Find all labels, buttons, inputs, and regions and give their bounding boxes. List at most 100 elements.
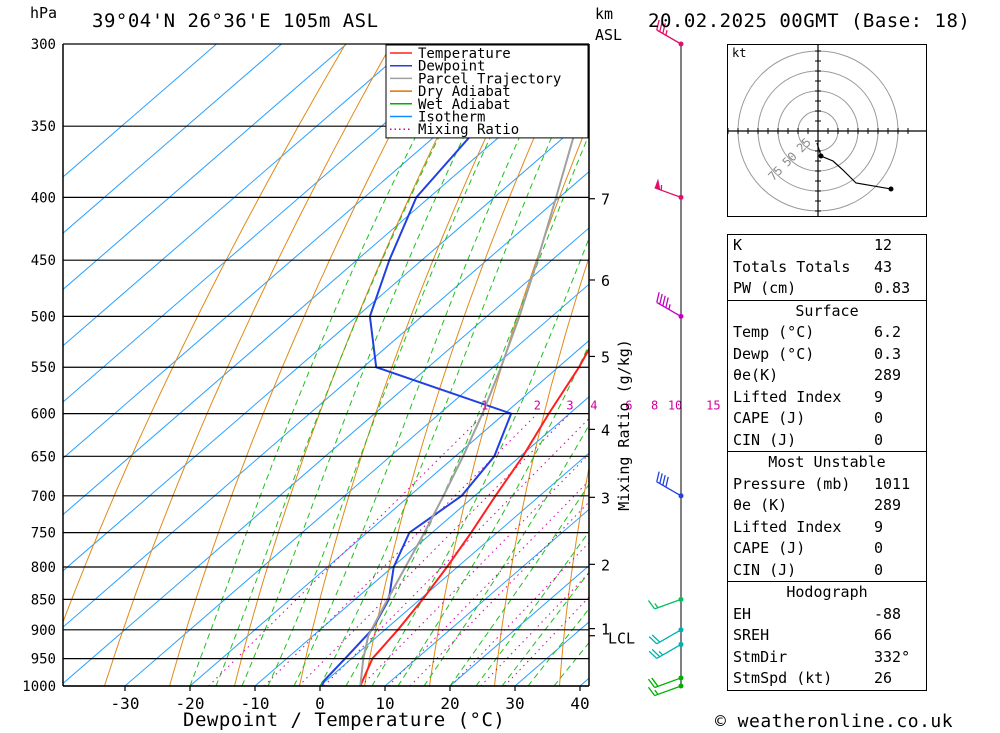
row-value: 6.2 — [874, 323, 902, 341]
km-tick-label: 5 — [601, 348, 610, 366]
mixing-ratio-label: 10 — [668, 399, 682, 413]
pressure-tick-label: 800 — [31, 560, 56, 576]
wet-adiabat-line — [189, 44, 464, 686]
row-value: 289 — [874, 496, 902, 514]
wind-barb — [648, 627, 684, 645]
row-label: SREH — [733, 626, 770, 644]
hodograph-stats-section: Hodograph EH -88 SREH 66 StmDir 332° StmSpd… — [728, 581, 926, 690]
km-tick-label: 2 — [601, 556, 610, 574]
wind-barb — [647, 596, 684, 610]
wind-barb — [656, 292, 684, 319]
pressure-tick-label: 650 — [31, 449, 56, 465]
series-temperature — [359, 347, 589, 686]
row-label: CAPE (J) — [733, 539, 806, 557]
hodo-row: EH -88 — [728, 604, 926, 626]
surface-title: Surface — [795, 301, 859, 320]
row-value: 1011 — [874, 474, 911, 493]
lcl-label: LCL — [608, 630, 635, 648]
mixing-ratio-label: 8 — [651, 399, 658, 413]
surface-row: CAPE (J) 0 — [728, 408, 926, 430]
km-tick-label: 6 — [601, 272, 610, 290]
isotherm-line — [63, 44, 477, 403]
wind-barb — [656, 19, 684, 47]
row-value: 0 — [874, 560, 884, 579]
pressure-unit-label: hPa — [30, 4, 58, 22]
wet-adiabat-line — [293, 44, 563, 686]
isotherm-line — [63, 227, 589, 685]
mixing-ratio-label: 3 — [566, 399, 573, 413]
legend-entry: Parcel Trajectory — [418, 71, 561, 87]
surface-row: Dewp (°C) 0.3 — [728, 344, 926, 366]
index-label: PW (cm) — [733, 279, 797, 297]
mixing-ratio-label: 6 — [625, 399, 632, 413]
isotherm-line — [63, 44, 542, 459]
index-value: 43 — [874, 257, 893, 276]
row-label: StmSpd (kt) — [733, 669, 833, 687]
mu-row: CIN (J) 0 — [728, 560, 926, 582]
pressure-tick-label: 950 — [31, 652, 56, 668]
index-label: Totals Totals — [733, 257, 851, 276]
mixing-ratio-axis-label: Mixing Ratio (g/kg) — [615, 339, 633, 511]
index-value: 0.83 — [874, 279, 911, 297]
dry-adiabat-line — [559, 465, 589, 686]
wet-adiabat-line — [319, 51, 589, 686]
pressure-tick-label: 850 — [31, 592, 56, 608]
legend-box — [385, 44, 589, 139]
isotherm-line — [254, 396, 589, 686]
hodo-row: StmDir 332° — [728, 647, 926, 669]
legend-entry: Temperature — [418, 46, 511, 62]
mixing-ratio-line — [298, 413, 571, 686]
mixing-ratio-line — [323, 417, 589, 686]
row-value: 26 — [874, 669, 893, 687]
surface-row: θe(K) 289 — [728, 365, 926, 387]
pressure-tick-label: 400 — [31, 190, 56, 206]
row-label: Lifted Index — [733, 387, 842, 406]
row-value: -88 — [874, 604, 902, 623]
pressure-tick-label: 450 — [31, 253, 56, 269]
row-label: CIN (J) — [733, 430, 797, 449]
isotherm-line — [63, 114, 589, 572]
dry-adiabat-line — [364, 44, 577, 686]
pressure-tick-label: 600 — [31, 407, 56, 423]
hodo-row: StmSpd (kt) 26 — [728, 668, 926, 690]
dry-adiabat-line — [936, 44, 991, 686]
x-tick-label: 0 — [315, 694, 325, 713]
x-axis-title: Dewpoint / Temperature (°C) — [183, 709, 506, 731]
wet-adiabat-line — [215, 44, 486, 686]
row-value: 0 — [874, 409, 884, 427]
x-tick-label: -10 — [241, 694, 270, 713]
hodograph-end-point — [888, 186, 894, 192]
dry-adiabat-line — [104, 44, 393, 686]
isotherm-line — [384, 508, 589, 686]
row-label: Temp (°C) — [733, 323, 815, 341]
km-tick-label: 3 — [601, 489, 610, 507]
row-label: Pressure (mb) — [733, 474, 851, 493]
legend-entry: Dry Adiabat — [418, 84, 511, 100]
index-value: 12 — [874, 236, 893, 254]
hodograph-stats-title: Hodograph — [786, 583, 868, 601]
hodograph-ring-label: 75 — [766, 163, 786, 183]
row-value: 66 — [874, 626, 893, 644]
mu-row: Lifted Index 9 — [728, 517, 926, 539]
wind-barb — [647, 675, 684, 689]
row-label: StmDir — [733, 647, 788, 666]
wet-adiabat-line — [345, 133, 589, 686]
row-label: CAPE (J) — [733, 409, 806, 427]
row-label: EH — [733, 604, 752, 623]
km-tick-label: 1 — [601, 621, 610, 639]
isotherm-line — [63, 58, 589, 516]
mixing-ratio-label: 4 — [590, 399, 597, 413]
surface-row: Lifted Index 9 — [728, 387, 926, 409]
x-tick-label: 40 — [570, 694, 589, 713]
pressure-tick-label: 300 — [31, 37, 56, 53]
row-value: 9 — [874, 517, 884, 536]
isotherm-line — [63, 44, 217, 178]
km-tick-label: 4 — [601, 421, 610, 439]
index-row-k: K 12 — [728, 235, 926, 257]
mixing-ratio-label: 2 — [534, 399, 541, 413]
wind-barb — [654, 178, 684, 200]
row-label: Dewp (°C) — [733, 344, 815, 363]
wet-adiabat-line — [475, 530, 589, 686]
